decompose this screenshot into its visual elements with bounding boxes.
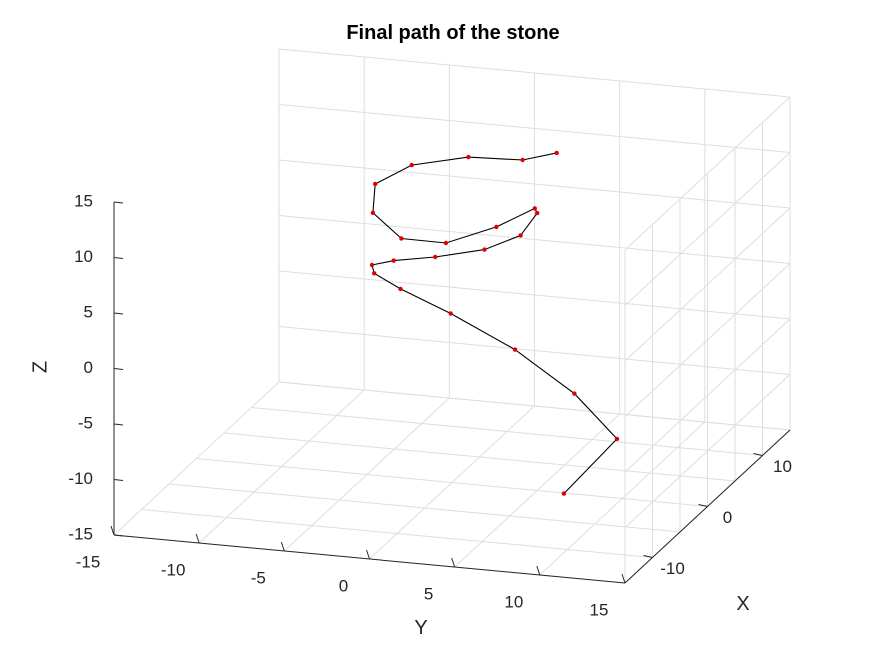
data-point (372, 271, 376, 275)
grid-line (224, 433, 735, 481)
data-point (466, 155, 470, 159)
y-tick (537, 566, 540, 575)
data-point (535, 211, 539, 215)
data-point (392, 258, 396, 262)
y-tick (196, 534, 199, 543)
z-tick (114, 202, 123, 203)
z-tick-label: 5 (84, 302, 93, 321)
data-point (399, 236, 403, 240)
chart-title: Final path of the stone (346, 22, 559, 44)
y-tick (281, 542, 284, 551)
data-point (482, 247, 486, 251)
data-point (449, 311, 453, 315)
axes (111, 202, 790, 583)
y-tick-label: 15 (590, 600, 609, 619)
data-point (433, 255, 437, 259)
z-tick (114, 313, 123, 314)
grid-lines (114, 49, 790, 583)
z-tick (114, 258, 123, 259)
data-point (518, 233, 522, 237)
data-point (371, 211, 375, 215)
data-point (562, 491, 566, 495)
data-point (373, 182, 377, 186)
y-axis-label: Y (414, 617, 427, 639)
z-tick-label: -5 (78, 413, 93, 432)
data-point (494, 225, 498, 229)
x-axis-label: X (736, 593, 749, 615)
data-point (513, 347, 517, 351)
z-tick (114, 535, 123, 536)
data-point (520, 158, 524, 162)
data-point (398, 287, 402, 291)
x-tick-label: 0 (723, 508, 732, 527)
y-tick-label: -5 (251, 568, 266, 587)
grid-line (142, 510, 653, 558)
y-tick-label: 0 (339, 576, 348, 595)
y-tick (367, 550, 370, 559)
z-axis-label: Z (29, 361, 51, 373)
z-tick-label: -15 (68, 524, 93, 543)
y-tick (452, 558, 455, 567)
data-point (572, 391, 576, 395)
z-tick-label: 10 (74, 247, 93, 266)
z-tick-label: 0 (84, 358, 93, 377)
x-tick-label: 10 (773, 457, 792, 476)
data-point (615, 437, 619, 441)
data-point (444, 241, 448, 245)
x-tick-label: -10 (660, 559, 685, 578)
z-tick-label: -10 (68, 469, 93, 488)
z-tick-label: 15 (74, 191, 93, 210)
y-tick-label: -10 (161, 560, 186, 579)
y-tick-label: 10 (504, 592, 523, 611)
y-tick-label: -15 (76, 552, 101, 571)
z-tick (114, 480, 123, 481)
data-point (533, 206, 537, 210)
z-tick (114, 369, 123, 370)
data-series (370, 151, 619, 496)
grid-line (197, 459, 708, 507)
data-point (410, 163, 414, 167)
y-tick-label: 5 (424, 584, 433, 603)
z-tick (114, 424, 123, 425)
data-point (555, 151, 559, 155)
tick-labels: -15 -10 -5 0 5 10 15 -10 0 10 15 10 5 0 -5 -10 -15 (68, 191, 792, 619)
grid-line (169, 484, 680, 532)
grid-line (252, 408, 763, 456)
data-point (370, 263, 374, 267)
